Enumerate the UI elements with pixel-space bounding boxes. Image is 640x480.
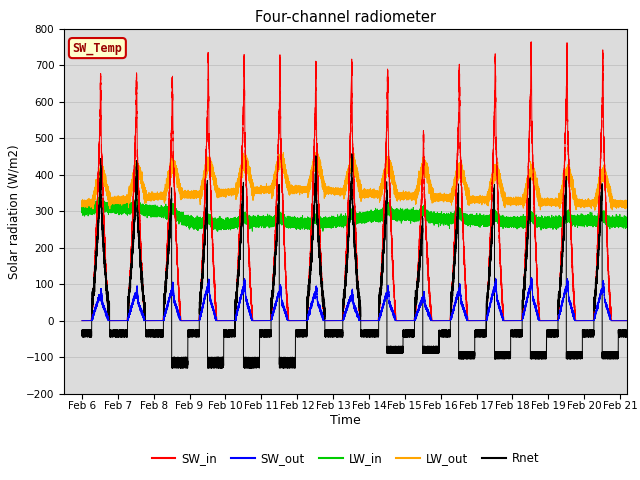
Y-axis label: Solar radiation (W/m2): Solar radiation (W/m2) [7, 144, 20, 278]
X-axis label: Time: Time [330, 414, 361, 427]
Title: Four-channel radiometer: Four-channel radiometer [255, 10, 436, 25]
Text: SW_Temp: SW_Temp [72, 42, 122, 55]
Legend: SW_in, SW_out, LW_in, LW_out, Rnet: SW_in, SW_out, LW_in, LW_out, Rnet [147, 447, 544, 469]
